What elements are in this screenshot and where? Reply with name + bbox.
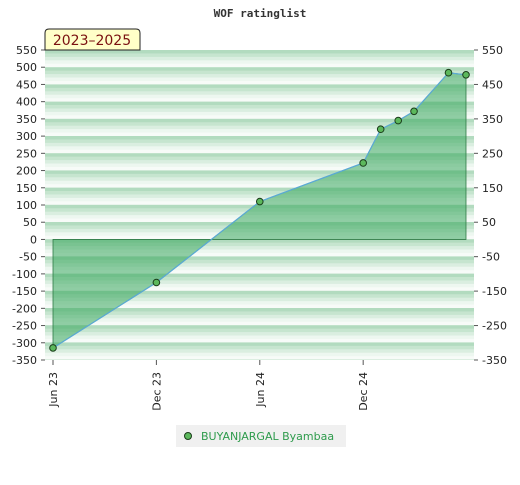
y-right-tick-label: 50 bbox=[482, 216, 496, 229]
y-tick-label: -200 bbox=[12, 302, 37, 315]
y-tick-label: 500 bbox=[16, 61, 37, 74]
y-tick-label: -150 bbox=[12, 285, 37, 298]
y-tick-label: -100 bbox=[12, 268, 37, 281]
y-right-tick-label: -50 bbox=[482, 251, 500, 264]
y-tick-label: 50 bbox=[23, 216, 37, 229]
y-axis-left: 550500450400350300250200150100500-50-100… bbox=[12, 44, 45, 367]
data-point bbox=[445, 69, 452, 76]
background-band bbox=[45, 353, 474, 357]
y-tick-label: 400 bbox=[16, 96, 37, 109]
y-right-tick-label: 250 bbox=[482, 147, 503, 160]
x-tick-label: Jun 24 bbox=[254, 372, 267, 408]
data-point bbox=[360, 160, 367, 167]
period-badge-text: 2023–2025 bbox=[53, 33, 131, 49]
background-band bbox=[45, 102, 474, 106]
y-tick-label: 150 bbox=[16, 182, 37, 195]
background-band bbox=[45, 318, 474, 322]
x-tick-label: Jun 23 bbox=[47, 372, 60, 408]
background-band bbox=[45, 325, 474, 329]
background-band bbox=[45, 57, 474, 61]
y-right-tick-label: 350 bbox=[482, 113, 503, 126]
data-point bbox=[50, 345, 57, 352]
period-badge: 2023–2025 bbox=[45, 29, 140, 50]
y-tick-label: 450 bbox=[16, 78, 37, 91]
background-band bbox=[45, 67, 474, 71]
background-band bbox=[45, 329, 474, 333]
legend-marker bbox=[185, 433, 192, 440]
background-band bbox=[45, 349, 474, 353]
background-band bbox=[45, 98, 474, 102]
data-point bbox=[463, 72, 470, 79]
y-tick-label: 350 bbox=[16, 113, 37, 126]
background-band bbox=[45, 60, 474, 64]
y-right-tick-label: 450 bbox=[482, 78, 503, 91]
background-band bbox=[45, 105, 474, 109]
data-point bbox=[153, 279, 160, 286]
background-band bbox=[45, 339, 474, 343]
y-tick-label: 0 bbox=[30, 233, 37, 246]
y-tick-label: -50 bbox=[19, 251, 37, 264]
chart-title: WOF ratinglist bbox=[214, 7, 307, 20]
y-tick-label: 550 bbox=[16, 44, 37, 57]
y-right-tick-label: -250 bbox=[482, 320, 507, 333]
background-band bbox=[45, 53, 474, 57]
data-point bbox=[411, 108, 418, 115]
legend-label: BUYANJARGAL Byambaa bbox=[201, 430, 334, 443]
background-band bbox=[45, 71, 474, 75]
background-band bbox=[45, 342, 474, 346]
y-tick-label: 300 bbox=[16, 130, 37, 143]
background-band bbox=[45, 322, 474, 326]
background-band bbox=[45, 336, 474, 340]
y-tick-label: 250 bbox=[16, 147, 37, 160]
background-band bbox=[45, 346, 474, 350]
data-point bbox=[256, 198, 263, 205]
y-tick-label: 100 bbox=[16, 199, 37, 212]
background-band bbox=[45, 332, 474, 336]
y-tick-label: -250 bbox=[12, 320, 37, 333]
background-band bbox=[45, 356, 474, 360]
x-tick-label: Dec 24 bbox=[357, 372, 370, 411]
background-band bbox=[45, 91, 474, 95]
data-point bbox=[377, 126, 384, 133]
y-right-tick-label: -350 bbox=[482, 354, 507, 367]
background-band bbox=[45, 81, 474, 85]
y-tick-label: -300 bbox=[12, 337, 37, 350]
y-right-tick-label: 150 bbox=[482, 182, 503, 195]
x-axis: Jun 23 Dec 23 Jun 24 Dec 24 bbox=[47, 360, 370, 411]
background-band bbox=[45, 78, 474, 82]
background-band bbox=[45, 50, 474, 54]
background-band bbox=[45, 108, 474, 112]
y-tick-label: 200 bbox=[16, 165, 37, 178]
x-tick-label: Dec 23 bbox=[150, 372, 163, 411]
background-band bbox=[45, 95, 474, 99]
background-band bbox=[45, 315, 474, 319]
background-band bbox=[45, 64, 474, 68]
y-right-tick-label: 550 bbox=[482, 44, 503, 57]
y-tick-label: -350 bbox=[12, 354, 37, 367]
y-right-tick-label: -150 bbox=[482, 285, 507, 298]
legend: BUYANJARGAL Byambaa bbox=[176, 425, 346, 447]
background-band bbox=[45, 84, 474, 88]
background-band bbox=[45, 88, 474, 92]
background-band bbox=[45, 74, 474, 78]
y-axis-right: 550 450 350 250 150 50 -50 -150 -250 -350 bbox=[474, 44, 507, 367]
data-point bbox=[395, 117, 402, 124]
